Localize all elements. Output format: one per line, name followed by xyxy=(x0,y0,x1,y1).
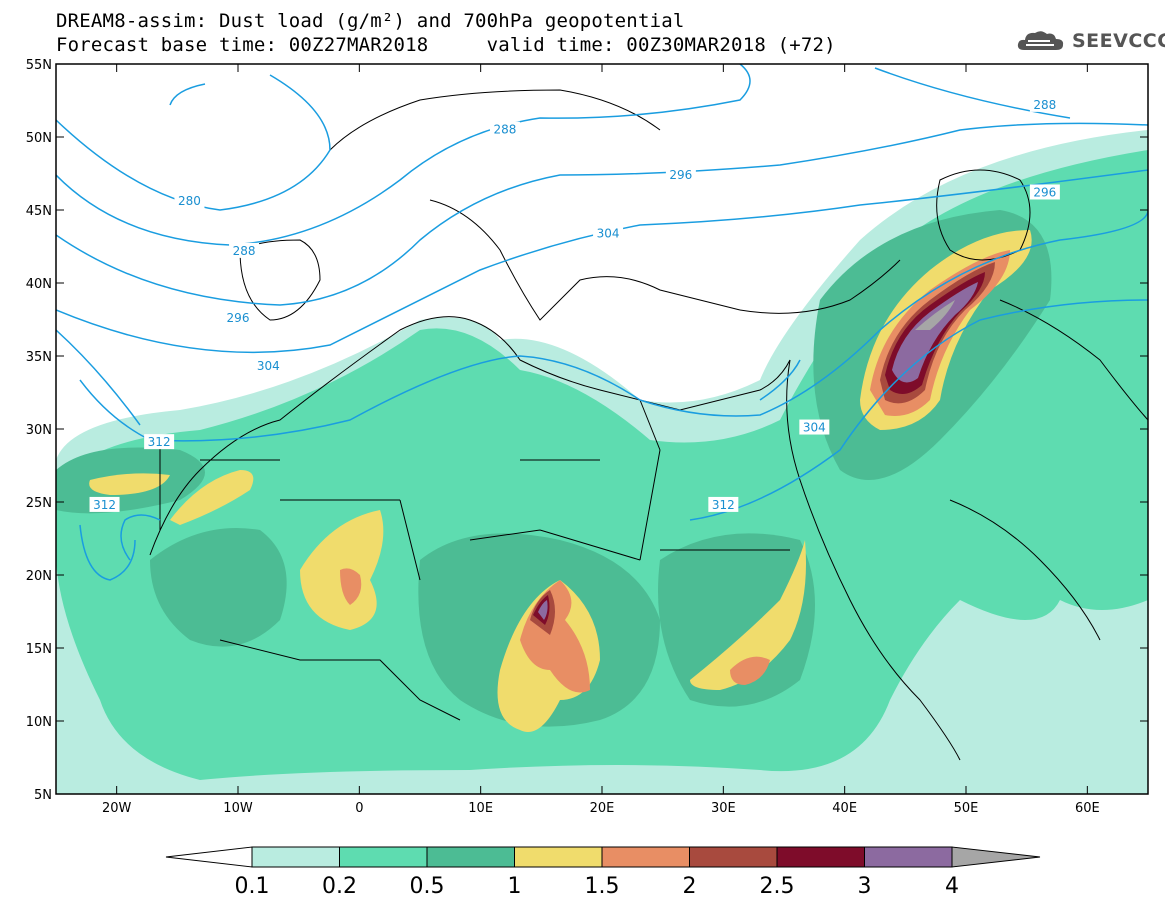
contour-label: 288 xyxy=(1029,96,1060,112)
lon-tick-label: 10W xyxy=(223,801,253,816)
colorbar-swatch xyxy=(514,846,603,868)
contour-label-text: 304 xyxy=(597,226,620,240)
contour-label-text: 288 xyxy=(233,244,256,258)
contour-label: 312 xyxy=(144,434,175,450)
colorbar-swatch xyxy=(601,846,690,868)
colorbar-swatch xyxy=(689,846,778,868)
contour-label: 288 xyxy=(229,242,260,258)
forecast-time-subtitle: Forecast base time: 00Z27MAR2018 valid t… xyxy=(56,34,836,56)
lon-tick-label: 50E xyxy=(954,801,979,816)
lat-tick-label: 10N xyxy=(26,715,52,730)
colorbar-label: 1 xyxy=(508,874,522,899)
colorbar-swatch xyxy=(251,846,340,868)
contour-labels: 288 288 280 288 296 296 296 304 304 304 312 312 312 xyxy=(89,96,1060,512)
contour-label: 280 xyxy=(174,193,205,209)
lat-tick-label: 25N xyxy=(26,496,52,511)
lon-tick-label: 20W xyxy=(102,801,132,816)
lon-tick-label: 30E xyxy=(711,801,736,816)
lat-tick-label: 30N xyxy=(26,423,52,438)
colorbar-swatch xyxy=(426,846,515,868)
contour-label: 304 xyxy=(799,419,830,435)
contour-label-text: 312 xyxy=(148,435,171,449)
dust-field xyxy=(56,64,1148,794)
colorbar-label: 4 xyxy=(945,874,959,899)
colorbar-swatch xyxy=(776,846,865,868)
colorbar-label: 0.2 xyxy=(322,874,357,899)
lat-tick-label: 5N xyxy=(34,788,52,803)
contour-label-text: 312 xyxy=(93,498,116,512)
contour-label-text: 312 xyxy=(712,498,735,512)
geopotential-contours xyxy=(56,64,1148,581)
colorbar-label: 0.1 xyxy=(235,874,270,899)
contour-label-text: 304 xyxy=(803,421,826,435)
lon-tick-label: 60E xyxy=(1075,801,1100,816)
contour-label: 312 xyxy=(89,496,120,512)
contour-label: 304 xyxy=(253,358,284,374)
contour-label: 288 xyxy=(489,121,520,137)
colorbar-lower-extend xyxy=(165,846,253,868)
colorbar-label: 3 xyxy=(858,874,872,899)
lon-tick-label: 20E xyxy=(590,801,615,816)
contour-label-text: 296 xyxy=(669,168,692,182)
contour-label-text: 296 xyxy=(1033,185,1056,199)
contour-label-text: 296 xyxy=(227,311,250,325)
contour-label: 296 xyxy=(665,166,696,182)
colorbar-swatch xyxy=(339,846,428,868)
lat-tick-label: 40N xyxy=(26,277,52,292)
lon-tick-label: 40E xyxy=(832,801,857,816)
lat-tick-label: 55N xyxy=(26,58,52,73)
lat-tick-label: 20N xyxy=(26,569,52,584)
contour-label-text: 304 xyxy=(257,359,280,373)
lat-tick-label: 50N xyxy=(26,131,52,146)
colorbar-label: 0.5 xyxy=(410,874,445,899)
contour-label: 296 xyxy=(223,310,253,326)
contour-label: 296 xyxy=(1029,184,1060,200)
colorbar-label: 1.5 xyxy=(585,874,620,899)
contour-label: 304 xyxy=(593,225,624,241)
lon-tick-label: 10E xyxy=(468,801,493,816)
contour-label-text: 288 xyxy=(1033,98,1056,112)
lat-tick-label: 45N xyxy=(26,204,52,219)
lat-tick-label: 35N xyxy=(26,350,52,365)
cloud-icon xyxy=(1017,31,1064,50)
lat-tick-label: 15N xyxy=(26,642,52,657)
contour-label-text: 288 xyxy=(493,123,516,137)
lon-tick-label: 0 xyxy=(355,801,363,816)
coastlines xyxy=(149,89,1148,761)
colorbar: 0.1 0.2 0.5 1 1.5 2 2.5 3 4 xyxy=(165,846,1041,899)
colorbar-label: 2 xyxy=(683,874,697,899)
seevccc-logo: SEEVCCC xyxy=(1016,27,1165,55)
colorbar-swatch xyxy=(864,846,953,868)
logo-text: SEEVCCC xyxy=(1072,30,1165,52)
colorbar-label: 2.5 xyxy=(760,874,795,899)
colorbar-upper-extend xyxy=(951,846,1041,868)
contour-label-text: 280 xyxy=(178,194,201,208)
contour-label: 312 xyxy=(708,496,739,512)
chart-title: DREAM8-assim: Dust load (g/m²) and 700hP… xyxy=(56,10,685,32)
axis-ticks: 20W 10W 0 10E 20E 30E 40E 50E 60E 55N 50N 45N 40N 35N… xyxy=(26,58,1148,816)
